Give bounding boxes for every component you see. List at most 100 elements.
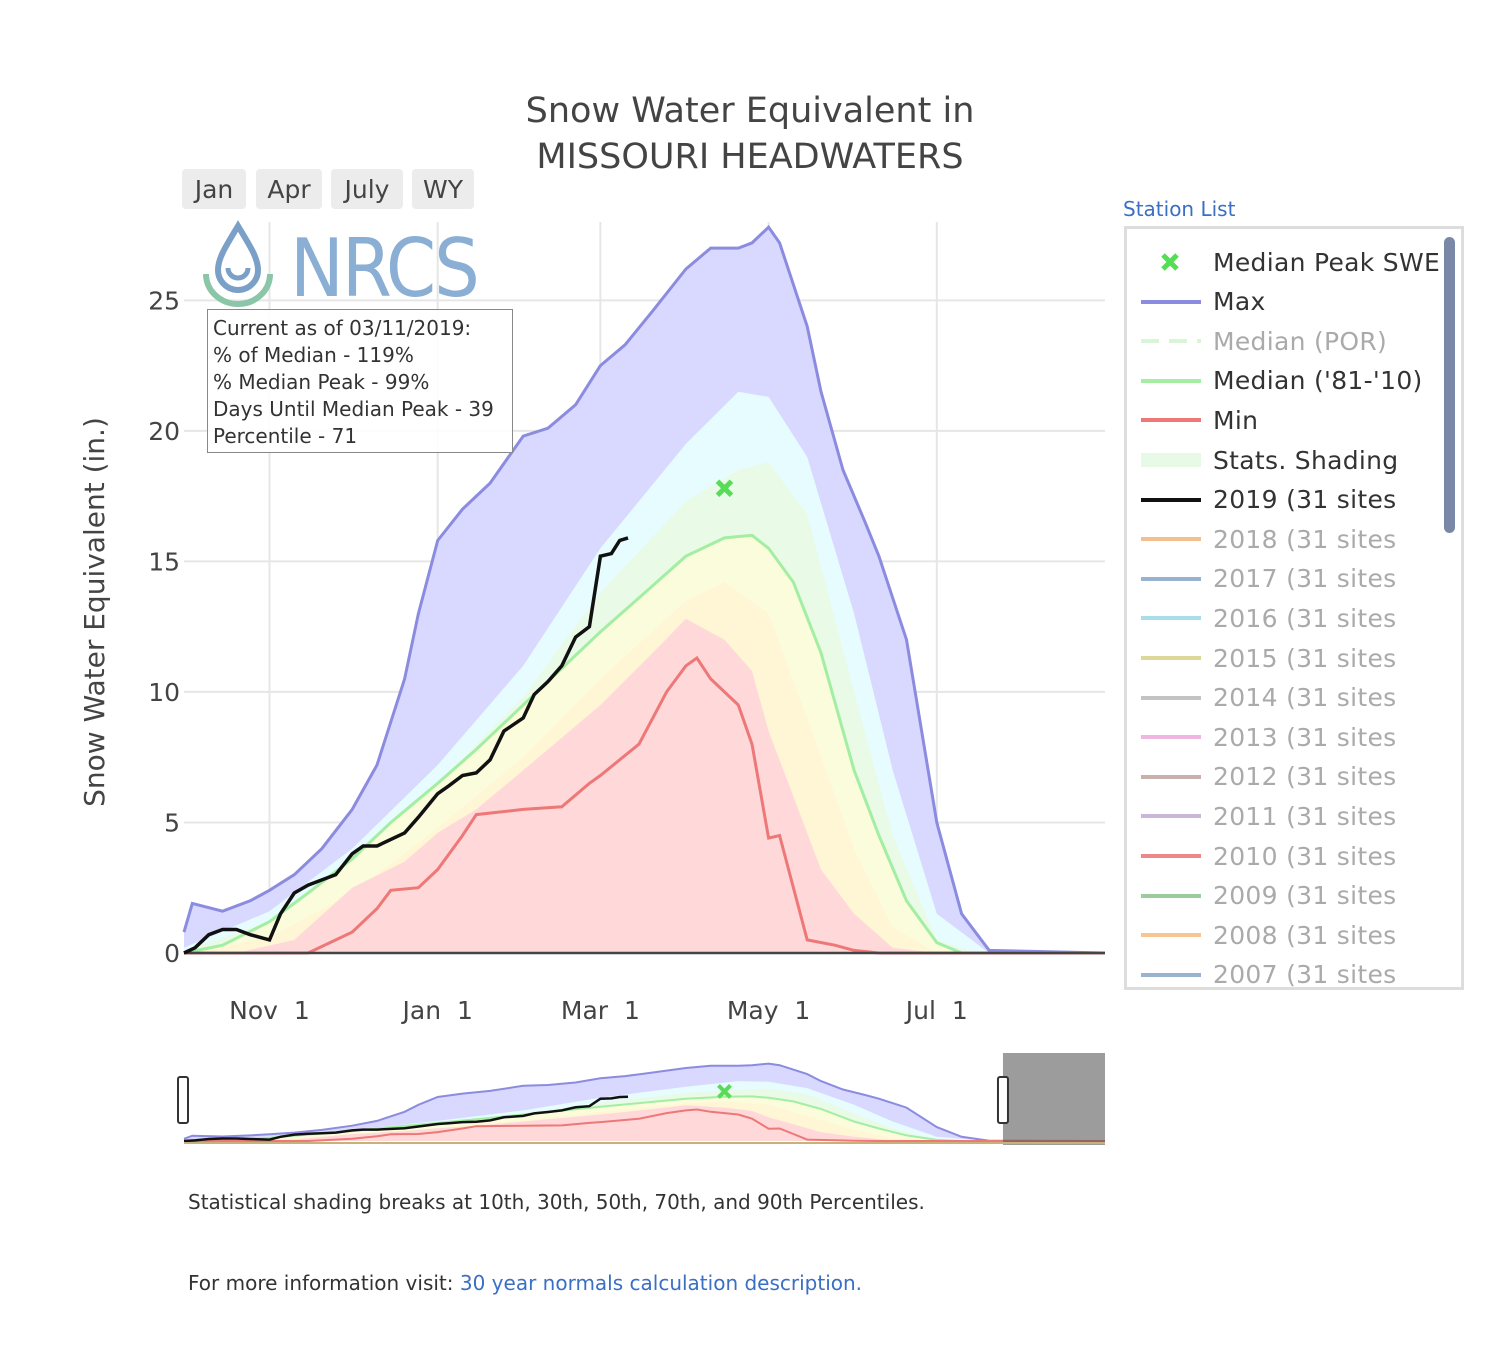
legend-item-4[interactable]: Min [1139,402,1258,438]
chart-title: Snow Water Equivalent in MISSOURI HEADWA… [0,88,1500,180]
legend-swatch-icon [1139,680,1203,716]
legend-scrollbar[interactable] [1444,237,1455,533]
legend-swatch-icon [1139,838,1203,874]
info-pct-median-peak: % Median Peak - 99% [213,370,430,394]
stat-bands [184,227,1105,953]
legend-swatch-icon [1139,323,1203,359]
legend-swatch-icon [1139,917,1203,953]
info-box: Current as of 03/11/2019: % of Median - … [207,309,513,453]
legend-swatch-icon [1139,957,1203,987]
median-peak-marker [715,479,734,498]
x-tick-07-01: Jul 1 [904,996,968,1025]
info-pct-median: % of Median - 119% [213,343,414,367]
legend-label: 2017 (31 sites [1213,564,1397,594]
series-lines [182,224,1106,955]
legend-item-17[interactable]: 2008 (31 sites [1139,917,1396,953]
legend-swatch-icon [1139,878,1203,914]
legend-item-5[interactable]: Stats. Shading [1139,442,1398,478]
info-footnote-prefix: For more information visit: [188,1271,460,1295]
slider-band [184,1105,1105,1141]
markers [715,479,734,498]
legend-swatch-icon [1139,363,1203,399]
x-tick-05-01: May 1 [727,996,810,1025]
legend-item-0[interactable]: Median Peak SWE [1139,244,1440,280]
legend-item-11[interactable]: 2014 (31 sites [1139,680,1396,716]
slider-handle-left[interactable] [177,1076,189,1124]
chart-title-line1: Snow Water Equivalent in [525,91,975,131]
legend-label: 2018 (31 sites [1213,524,1397,554]
legend-label: 2011 (31 sites [1213,801,1397,831]
slider-line-min [184,1108,1105,1142]
legend-item-3[interactable]: Median ('81-'10) [1139,363,1423,399]
info-current-date: Current as of 03/11/2019: [213,316,472,340]
nrcs-logo: NRCS [203,220,480,315]
slider-peak-marker [717,1084,732,1099]
y-tick-15: 15 [148,547,180,576]
legend-item-8[interactable]: 2017 (31 sites [1139,561,1396,597]
slider-handle-right[interactable] [996,1076,1009,1124]
range-button-july[interactable]: July [331,169,403,209]
info-percentile: Percentile - 71 [213,424,358,448]
legend-label: Median ('81-'10) [1213,366,1423,396]
legend-label: Median Peak SWE [1213,247,1441,277]
line-max [182,224,1106,955]
range-button-jan[interactable]: Jan [182,169,246,209]
legend-item-10[interactable]: 2015 (31 sites [1139,640,1396,676]
x-tick-11-01: Nov 1 [229,996,310,1025]
range-button-apr[interactable]: Apr [256,169,322,209]
line-min [184,655,1105,955]
legend-swatch-icon [1139,402,1203,438]
range-button-wy[interactable]: WY [412,169,474,209]
legend-item-2[interactable]: Median (POR) [1139,323,1387,359]
slider-line-max [183,1062,1106,1142]
legend-item-1[interactable]: Max [1139,284,1266,320]
legend-label: 2007 (31 sites [1213,960,1397,990]
legend-label: Stats. Shading [1213,445,1399,475]
legend-label: 2015 (31 sites [1213,643,1397,673]
legend-label: 2010 (31 sites [1213,841,1397,871]
y-tick-0: 0 [164,939,180,968]
legend[interactable]: Median Peak SWE Max Median (POR) Median ('8… [1124,226,1464,990]
y-tick-20: 20 [148,417,180,446]
station-list-link[interactable]: Station List [1123,197,1236,221]
legend-swatch-icon [1139,719,1203,755]
info-footnote: For more information visit: 30 year norm… [188,1271,862,1295]
legend-label: 2012 (31 sites [1213,762,1397,792]
legend-item-7[interactable]: 2018 (31 sites [1139,521,1396,557]
legend-item-6[interactable]: 2019 (31 sites [1139,482,1396,518]
legend-swatch-icon [1139,640,1203,676]
legend-item-15[interactable]: 2010 (31 sites [1139,838,1396,874]
legend-swatch-icon [1139,284,1203,320]
x-tick-01-01: Jan 1 [401,996,473,1025]
info-days-until-peak: Days Until Median Peak - 39 [213,397,494,421]
legend-swatch-icon [1139,442,1203,478]
legend-swatch-icon [1139,798,1203,834]
band-stats-10th [184,618,1105,953]
legend-swatch-icon [1139,521,1203,557]
legend-label: Min [1213,405,1259,435]
legend-label: 2009 (31 sites [1213,881,1397,911]
legend-swatch-icon [1139,759,1203,795]
legend-item-9[interactable]: 2016 (31 sites [1139,600,1396,636]
legend-label: Max [1213,287,1266,317]
legend-item-14[interactable]: 2011 (31 sites [1139,798,1396,834]
legend-item-18[interactable]: 2007 (31 sites [1139,957,1397,990]
y-tick-10: 10 [148,678,180,707]
range-slider[interactable] [177,1053,1106,1145]
legend-swatch-icon [1139,561,1203,597]
legend-label: Median (POR) [1213,326,1388,356]
legend-item-16[interactable]: 2009 (31 sites [1139,878,1396,914]
axes: 0 5 10 15 20 25 Nov 1 Jan 1 Mar 1 May 1 Jul 1 [148,286,968,1025]
y-tick-5: 5 [164,808,180,837]
x-marker-icon [1139,244,1203,280]
y-axis-title: Snow Water Equivalent (in.) [78,417,111,807]
legend-item-12[interactable]: 2013 (31 sites [1139,719,1396,755]
line-2019 [183,536,629,955]
legend-item-13[interactable]: 2012 (31 sites [1139,759,1396,795]
legend-label: 2019 (31 sites [1213,485,1397,515]
legend-label: 2013 (31 sites [1213,722,1397,752]
nrcs-logo-text: NRCS [290,222,478,315]
legend-swatch-icon [1139,600,1203,636]
normals-description-link[interactable]: 30 year normals calculation description. [459,1271,863,1295]
